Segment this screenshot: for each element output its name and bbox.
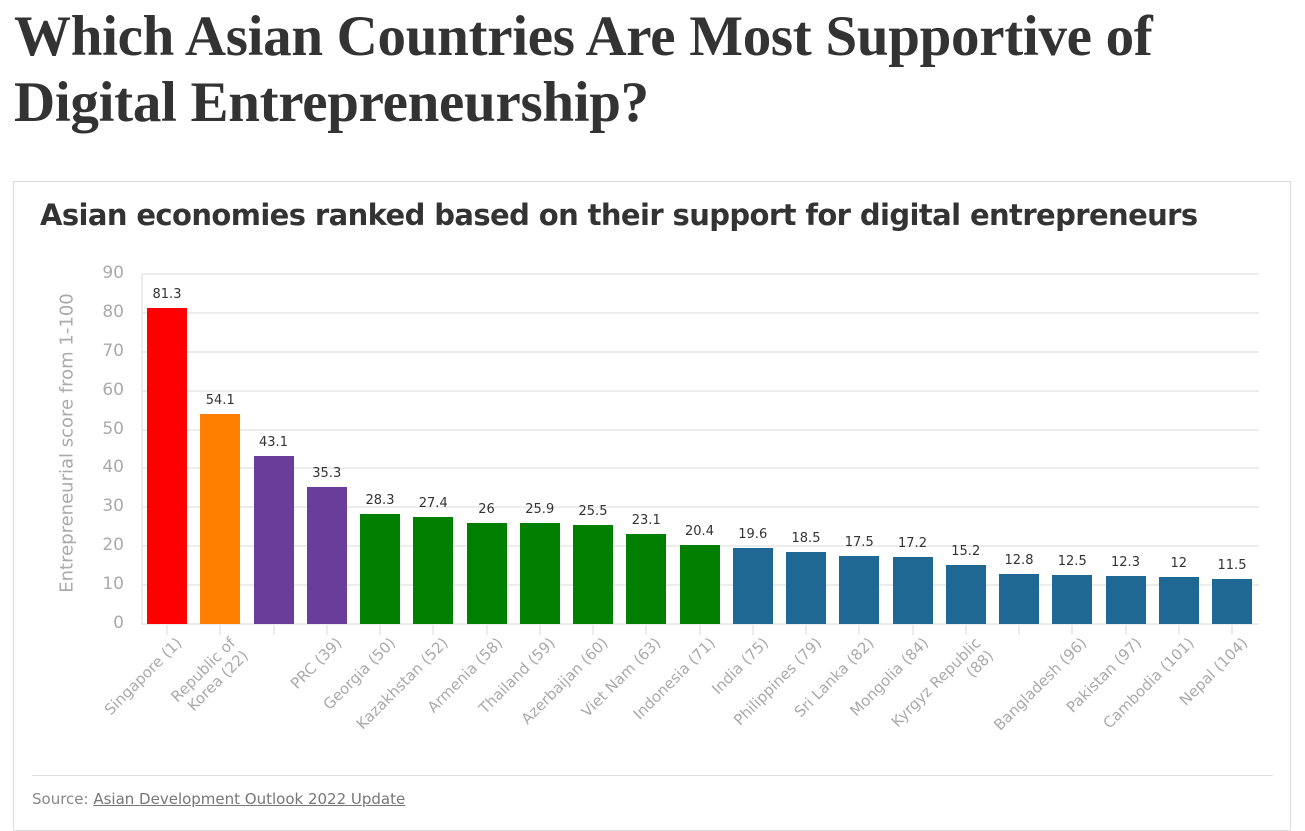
bar[interactable] bbox=[1105, 576, 1146, 624]
bar[interactable] bbox=[839, 555, 880, 624]
gridline bbox=[142, 389, 1259, 392]
bar-value-label: 11.5 bbox=[1217, 558, 1247, 574]
bar-value-label: 54.1 bbox=[205, 392, 235, 408]
bar[interactable] bbox=[999, 574, 1039, 624]
bar-value-label: 20.4 bbox=[685, 523, 714, 539]
bar[interactable] bbox=[466, 522, 507, 624]
x-tick bbox=[592, 625, 594, 635]
x-tick bbox=[911, 625, 914, 635]
bar[interactable] bbox=[253, 456, 294, 624]
x-tick bbox=[325, 625, 328, 635]
y-tick-label: 10 bbox=[102, 574, 124, 595]
x-tick-label: Singapore (1) bbox=[100, 634, 186, 719]
bar[interactable] bbox=[413, 517, 454, 624]
gridline bbox=[142, 467, 1259, 470]
y-tick-label: 60 bbox=[102, 379, 124, 400]
gridline bbox=[142, 350, 1259, 353]
x-tick bbox=[645, 625, 648, 635]
x-tick bbox=[432, 625, 435, 635]
gridline bbox=[142, 311, 1259, 314]
gridline bbox=[142, 273, 1259, 275]
bar[interactable] bbox=[786, 552, 826, 624]
y-tick-label: 0 bbox=[113, 613, 124, 633]
bar-value-label: 81.3 bbox=[152, 286, 182, 302]
y-tick-label: 30 bbox=[102, 496, 124, 517]
bar[interactable] bbox=[1212, 579, 1252, 624]
x-tick bbox=[485, 625, 488, 635]
gridline bbox=[142, 428, 1259, 431]
y-tick-label: 50 bbox=[102, 418, 124, 439]
bar-value-label: 26 bbox=[478, 501, 495, 517]
bar-value-label: 28.3 bbox=[365, 492, 395, 508]
bar-value-label: 35.3 bbox=[312, 465, 342, 481]
bar-value-label: 18.5 bbox=[791, 531, 821, 547]
bar[interactable] bbox=[360, 513, 400, 624]
y-tick-label: 80 bbox=[102, 301, 124, 322]
gridline bbox=[142, 623, 1259, 625]
bar-value-label: 43.1 bbox=[259, 435, 288, 451]
x-tick bbox=[1177, 625, 1180, 635]
bar-value-label: 25.5 bbox=[578, 503, 608, 519]
x-tick bbox=[219, 625, 222, 635]
bar[interactable] bbox=[519, 523, 560, 624]
x-tick bbox=[858, 625, 861, 635]
source-prefix: Source: bbox=[32, 790, 94, 808]
source-note: Source: Asian Development Outlook 2022 U… bbox=[32, 790, 405, 808]
x-tick bbox=[1124, 625, 1127, 635]
page-title: Which Asian Countries Are Most Supportiv… bbox=[14, 5, 1153, 134]
y-tick-label: 90 bbox=[102, 263, 124, 283]
bar-value-label: 15.2 bbox=[951, 543, 981, 559]
x-tick bbox=[379, 625, 381, 635]
bar-value-label: 12.5 bbox=[1057, 554, 1087, 570]
bar[interactable] bbox=[147, 307, 187, 624]
bar-value-label: 19.6 bbox=[738, 526, 768, 542]
y-axis-label: Entrepreneurial score from 1-100 bbox=[56, 293, 78, 593]
bar-value-label: 27.4 bbox=[418, 496, 448, 512]
gridline bbox=[142, 506, 1259, 509]
x-tick bbox=[751, 625, 754, 635]
bar[interactable] bbox=[306, 486, 347, 624]
bar[interactable] bbox=[573, 524, 613, 624]
bar[interactable] bbox=[1158, 577, 1199, 624]
bar[interactable] bbox=[945, 564, 986, 624]
y-tick-label: 40 bbox=[102, 457, 124, 478]
source-link[interactable]: Asian Development Outlook 2022 Update bbox=[93, 790, 406, 808]
chart-title: Asian economies ranked based on their su… bbox=[40, 198, 1198, 232]
x-tick bbox=[166, 625, 168, 635]
bar[interactable] bbox=[679, 544, 720, 624]
x-tick-label: Cambodia (101) bbox=[1099, 634, 1198, 733]
x-tick-label: Kazakhstan (52) bbox=[352, 634, 452, 733]
bar[interactable] bbox=[200, 413, 241, 624]
bar-value-label: 23.1 bbox=[631, 513, 661, 529]
bar[interactable] bbox=[732, 547, 773, 624]
bar[interactable] bbox=[892, 557, 933, 624]
bar-value-label: 12.8 bbox=[1004, 553, 1034, 569]
x-tick bbox=[538, 625, 541, 635]
x-tick bbox=[1071, 625, 1074, 635]
x-tick bbox=[1231, 625, 1233, 635]
x-tick bbox=[1018, 625, 1020, 635]
x-tick bbox=[805, 625, 807, 635]
x-tick bbox=[272, 625, 275, 635]
bar-value-label: 17.2 bbox=[898, 536, 927, 552]
y-axis-line bbox=[141, 274, 143, 625]
bar-value-label: 12 bbox=[1170, 556, 1188, 572]
x-tick-label: Bangladesh (96) bbox=[990, 634, 1091, 735]
bar-value-label: 17.5 bbox=[844, 534, 874, 550]
bar[interactable] bbox=[1052, 575, 1093, 624]
y-tick-label: 70 bbox=[102, 340, 124, 361]
bar-value-label: 12.3 bbox=[1111, 555, 1140, 571]
x-tick bbox=[698, 625, 701, 635]
footer-divider bbox=[32, 775, 1273, 776]
bar[interactable] bbox=[626, 534, 667, 624]
y-tick-label: 20 bbox=[102, 535, 124, 556]
bar-value-label: 25.9 bbox=[525, 502, 555, 518]
x-tick bbox=[964, 625, 967, 635]
